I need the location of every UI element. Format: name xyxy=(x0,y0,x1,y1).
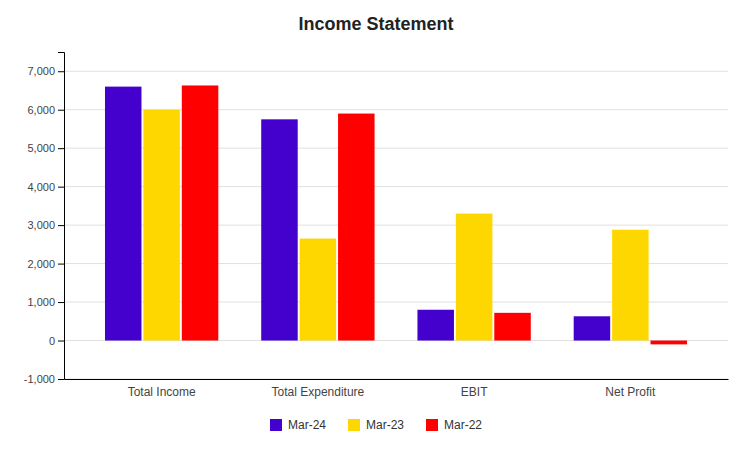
y-tick: -1,000 xyxy=(24,373,64,385)
legend-swatch xyxy=(270,419,282,431)
y-tick-mark xyxy=(58,302,64,303)
y-tick-label: 6,000 xyxy=(27,104,55,116)
y-tick-mark xyxy=(58,379,64,380)
y-axis-line xyxy=(58,53,65,380)
y-tick: 0 xyxy=(49,335,64,347)
legend-swatch xyxy=(348,419,360,431)
bar xyxy=(456,214,492,341)
y-tick: 2,000 xyxy=(27,258,64,270)
legend-item: Mar-22 xyxy=(426,418,482,432)
x-tick: Net Profit xyxy=(605,385,656,399)
x-tick-label: Total Expenditure xyxy=(272,385,365,399)
y-tick-mark xyxy=(58,148,64,149)
legend-item: Mar-23 xyxy=(348,418,404,432)
plot: -1,000 0 1,000 2,000 3,000 4,000 5,000 6,000 7,0… xyxy=(24,53,729,399)
legend: Mar-24 Mar-23 Mar-22 xyxy=(270,418,482,432)
legend-label: Mar-24 xyxy=(288,418,326,432)
y-tick-label: 4,000 xyxy=(27,181,55,193)
y-tick: 3,000 xyxy=(27,219,64,231)
x-tick: Total Income xyxy=(128,385,196,399)
y-tick-mark xyxy=(58,264,64,265)
x-tick: EBIT xyxy=(461,385,488,399)
y-tick-label: 5,000 xyxy=(27,142,55,154)
legend-item: Mar-24 xyxy=(270,418,326,432)
legend-label: Mar-22 xyxy=(444,418,482,432)
y-tick-label: 1,000 xyxy=(27,296,55,308)
chart: -1,000 0 1,000 2,000 3,000 4,000 5,000 6,000 7,0… xyxy=(0,0,752,451)
x-tick-label: EBIT xyxy=(461,385,488,399)
grid-line xyxy=(64,71,728,72)
legend-label: Mar-23 xyxy=(366,418,404,432)
x-tick-label: Total Income xyxy=(128,385,196,399)
bar xyxy=(105,87,141,341)
grid-line xyxy=(64,379,728,380)
bar xyxy=(417,310,453,341)
x-axis: Total Income Total Expenditure EBIT Net Pro… xyxy=(65,380,729,399)
bars xyxy=(105,85,687,344)
y-tick-mark xyxy=(58,341,64,342)
y-tick-label: 0 xyxy=(49,335,55,347)
y-tick-label: 3,000 xyxy=(27,219,55,231)
y-tick-label: 2,000 xyxy=(27,258,55,270)
y-tick-mark xyxy=(58,110,64,111)
y-axis: -1,000 0 1,000 2,000 3,000 4,000 5,000 6,000 7,0… xyxy=(24,53,65,386)
y-tick: 7,000 xyxy=(27,65,64,77)
bar-series xyxy=(105,87,610,341)
bar xyxy=(651,341,687,345)
x-tick-label: Net Profit xyxy=(605,385,656,399)
legend-swatch xyxy=(426,419,438,431)
bar xyxy=(182,85,218,340)
x-axis-line xyxy=(65,379,729,380)
bar xyxy=(143,110,179,341)
bar xyxy=(574,316,610,340)
y-tick-mark xyxy=(58,187,64,188)
y-tick: 1,000 xyxy=(27,296,64,308)
bar-series xyxy=(182,85,687,344)
bar xyxy=(612,230,648,341)
bar xyxy=(300,239,336,341)
bar xyxy=(494,313,530,341)
y-tick-label: 7,000 xyxy=(27,65,55,77)
bar xyxy=(261,119,297,340)
y-tick-label: -1,000 xyxy=(24,373,55,385)
grid xyxy=(64,71,728,379)
y-tick: 4,000 xyxy=(27,181,64,193)
bar xyxy=(338,114,374,341)
x-tick: Total Expenditure xyxy=(272,385,365,399)
title: Income Statement xyxy=(298,14,453,34)
y-tick: 5,000 xyxy=(27,142,64,154)
y-tick: 6,000 xyxy=(27,104,64,116)
y-tick-mark xyxy=(58,71,64,72)
bar-series xyxy=(143,110,648,341)
y-tick-mark xyxy=(58,225,64,226)
